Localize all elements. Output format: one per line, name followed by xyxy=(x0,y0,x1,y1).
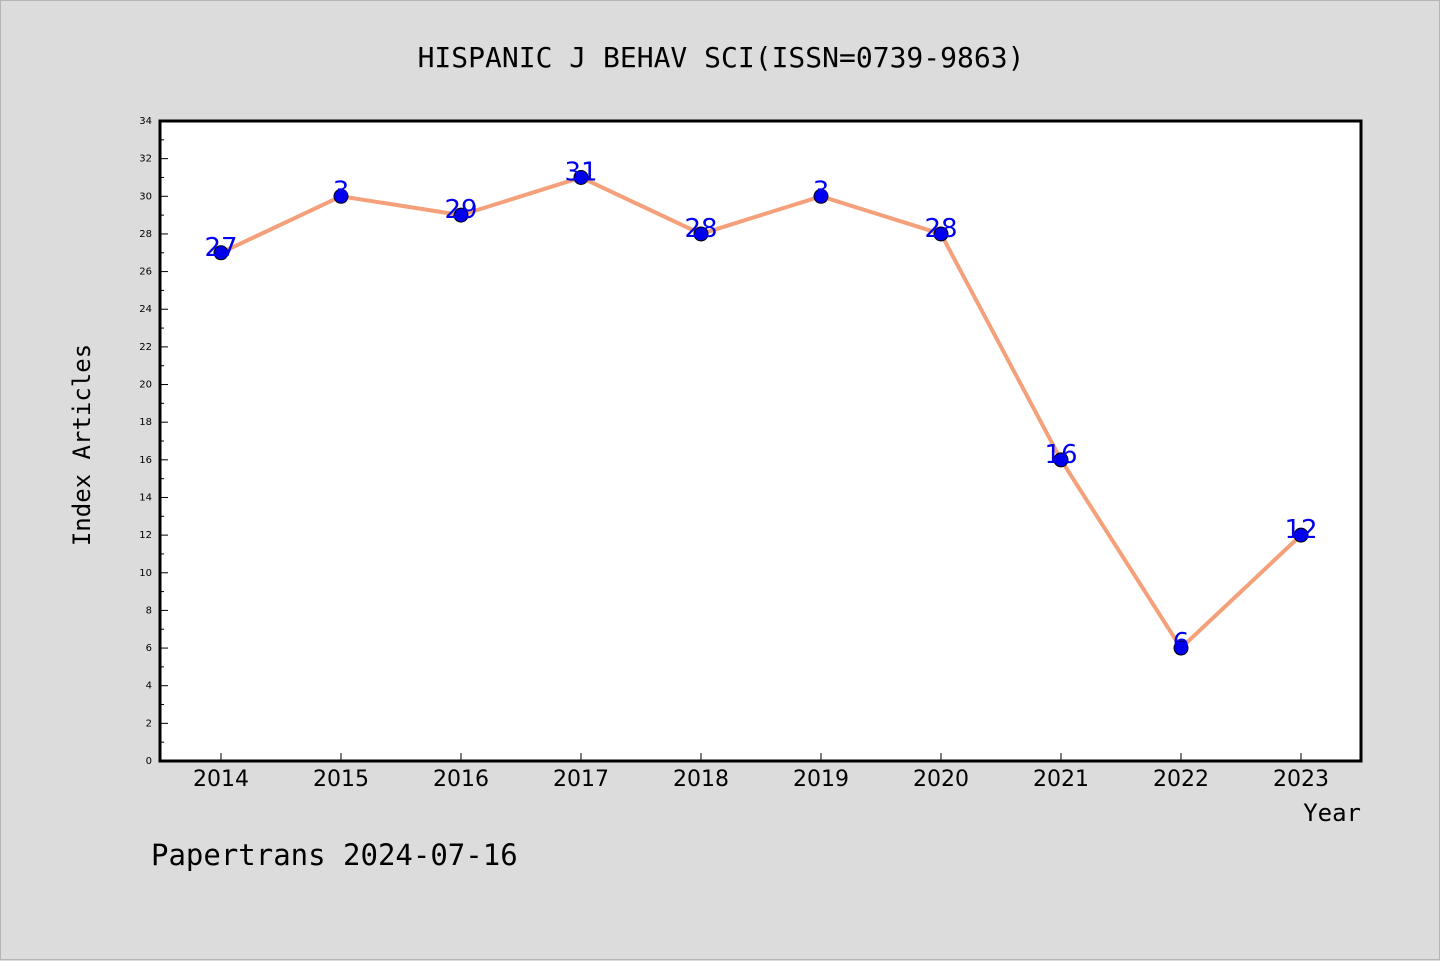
x-tick-label: 2017 xyxy=(553,767,609,792)
y-tick-label: 24 xyxy=(139,304,152,315)
x-tick-label: 2020 xyxy=(913,767,969,792)
x-tick-label: 2019 xyxy=(793,767,849,792)
y-tick-label: 26 xyxy=(139,267,152,278)
x-tick-label: 2021 xyxy=(1033,767,1089,792)
y-tick-label: 8 xyxy=(146,605,152,616)
y-tick-label: 12 xyxy=(139,530,152,541)
data-label: 3 xyxy=(813,176,830,206)
data-label: 12 xyxy=(1284,515,1317,545)
x-tick-label: 2022 xyxy=(1153,767,1209,792)
data-label: 28 xyxy=(684,214,717,244)
y-tick-label: 32 xyxy=(139,154,152,165)
data-label: 3 xyxy=(333,176,350,206)
data-label: 29 xyxy=(444,195,477,225)
data-label: 16 xyxy=(1044,440,1077,470)
footer-note: Papertrans 2024-07-16 xyxy=(151,838,518,872)
x-tick-label: 2023 xyxy=(1273,767,1329,792)
y-tick-label: 22 xyxy=(139,342,152,353)
y-tick-label: 0 xyxy=(146,756,152,767)
y-tick-label: 18 xyxy=(139,417,152,428)
y-tick-label: 14 xyxy=(139,492,152,503)
x-tick-label: 2018 xyxy=(673,767,729,792)
x-tick-label: 2015 xyxy=(313,767,369,792)
x-tick-label: 2014 xyxy=(193,767,249,792)
y-tick-label: 2 xyxy=(146,718,152,729)
x-axis-label: Year xyxy=(1303,799,1361,827)
data-label: 28 xyxy=(924,214,957,244)
y-tick-label: 30 xyxy=(139,191,152,202)
y-tick-label: 20 xyxy=(139,380,152,391)
y-tick-label: 6 xyxy=(146,643,152,654)
y-axis-label: Index Articles xyxy=(68,344,96,546)
y-tick-label: 4 xyxy=(146,681,152,692)
data-label: 6 xyxy=(1173,628,1190,658)
y-tick-label: 34 xyxy=(139,116,152,127)
x-tick-label: 2016 xyxy=(433,767,489,792)
y-tick-label: 10 xyxy=(139,568,152,579)
chart-title: HISPANIC J BEHAV SCI(ISSN=0739-9863) xyxy=(418,41,1025,74)
data-label: 31 xyxy=(564,157,597,187)
data-label: 27 xyxy=(204,233,237,263)
y-tick-label: 16 xyxy=(139,455,152,466)
y-tick-label: 28 xyxy=(139,229,152,240)
